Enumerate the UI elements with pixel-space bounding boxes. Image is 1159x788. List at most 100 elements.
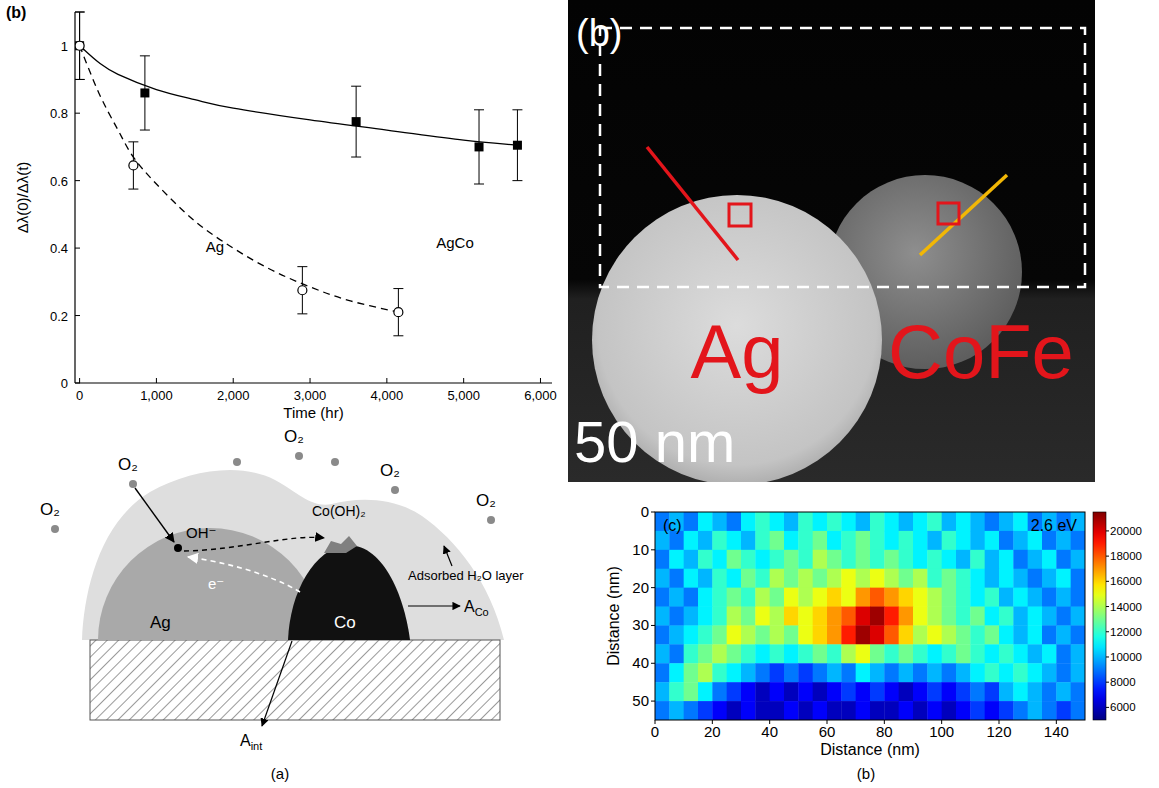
heatmap-cell [770,550,785,569]
heatmap-cell [942,531,957,550]
heatmap-cell [798,663,813,682]
y-tick [75,180,80,181]
panel-label: (c) [663,517,682,534]
error-bar [75,12,85,79]
heatmap-cell [669,625,684,644]
heatmap-cell [856,663,871,682]
heatmap-cell [1056,569,1071,588]
colorbar-tick [1106,581,1109,582]
heatmap-cell [1056,625,1071,644]
heatmap-cell [813,625,828,644]
heatmap-cell [712,607,727,626]
y-tick-label: 0 [641,503,649,520]
y-axis-title: Δλ(0)/Δλ(t) [14,162,31,234]
gas-molecule [487,516,495,524]
scan-region [600,28,1085,287]
heatmap-cell [712,663,727,682]
heatmap-cell [899,607,914,626]
heatmap-cell [1042,550,1057,569]
heatmap-cell [813,512,828,531]
gas-label: O₂ [380,461,400,480]
x-tick [233,378,234,383]
colorbar-tick [1106,556,1109,557]
heatmap-cell [698,701,713,720]
heatmap-cell [1013,625,1028,644]
heatmap-cell [727,644,742,663]
x-tick [156,378,157,383]
area-arrow [408,605,460,606]
area-label-subscript: int [251,740,263,752]
marker [475,142,484,151]
heatmap-cell [1042,682,1057,701]
heatmap-cell [755,531,770,550]
heatmap-cell [999,512,1014,531]
heatmap-cell [1056,607,1071,626]
heatmap-cell [727,625,742,644]
heatmap-cell [770,644,785,663]
heatmap-cell [970,588,985,607]
heatmap-cell [655,644,670,663]
heatmap-cell [712,588,727,607]
ag-particle [98,528,322,640]
heatmap-cell [698,569,713,588]
error-bar-cap [75,12,85,13]
heatmap-cell [999,682,1014,701]
heatmap-cell [770,531,785,550]
heatmap-cell [956,701,971,720]
heatmap-cell [1028,569,1043,588]
heatmap-cell [727,588,742,607]
gas-molecule [51,525,59,533]
colorbar-tick [1106,682,1109,683]
heatmap-cell [899,512,914,531]
heatmap-cell [985,682,1000,701]
heatmap-cell [985,701,1000,720]
heatmap-cell [727,682,742,701]
x-tick-label: 1,000 [140,388,173,403]
heatmap-cell [927,607,942,626]
y-tick [651,701,655,702]
heatmap-cell [698,663,713,682]
heatmap-cell [999,644,1014,663]
heatmap-cell [970,644,985,663]
error-bar-cap [128,141,138,142]
heatmap-cell [970,682,985,701]
heatmap-cell [712,512,727,531]
diagram: O₂O₂O₂O₂O₂OH⁻e⁻Co(OH)₂AgCoAdsorbed H₂O l… [40,427,524,752]
heatmap-cell [884,625,899,644]
heatmap-cell [985,644,1000,663]
heatmap-cell [856,682,871,701]
heatmap-cell [655,550,670,569]
heatmap-cell [970,550,985,569]
heatmap-cell [798,625,813,644]
heatmap-cell [712,569,727,588]
heatmap-cell [841,550,856,569]
heatmap-cell [741,701,756,720]
heatmap-cell [956,644,971,663]
heatmap-cell [698,531,713,550]
heatmap-cell [913,588,928,607]
y-tick-label: 40 [632,654,649,671]
heatmap-cell [813,569,828,588]
heatmap-cell [884,644,899,663]
colorbar-tick [1106,606,1109,607]
heatmap-cell [655,588,670,607]
heatmap-cell [942,644,957,663]
heatmap-cell [970,663,985,682]
heatmap-cell [698,588,713,607]
heatmap-cell [741,531,756,550]
heatmap-cell [684,663,699,682]
error-bar-cap [393,335,403,336]
heatmap-cell [856,607,871,626]
heatmap-cell [942,682,957,701]
heatmap-cell [755,512,770,531]
heatmap-cell [669,569,684,588]
x-tick [463,378,464,383]
heatmap-cell [956,663,971,682]
colorbar-tick-label: 20000 [1110,525,1142,537]
x-tick-label: 0 [76,388,83,403]
heatmap-cell [970,531,985,550]
area-arrow [262,641,292,726]
heatmap-cell [770,682,785,701]
heatmap-cell [856,588,871,607]
caption: (b) [857,765,875,782]
